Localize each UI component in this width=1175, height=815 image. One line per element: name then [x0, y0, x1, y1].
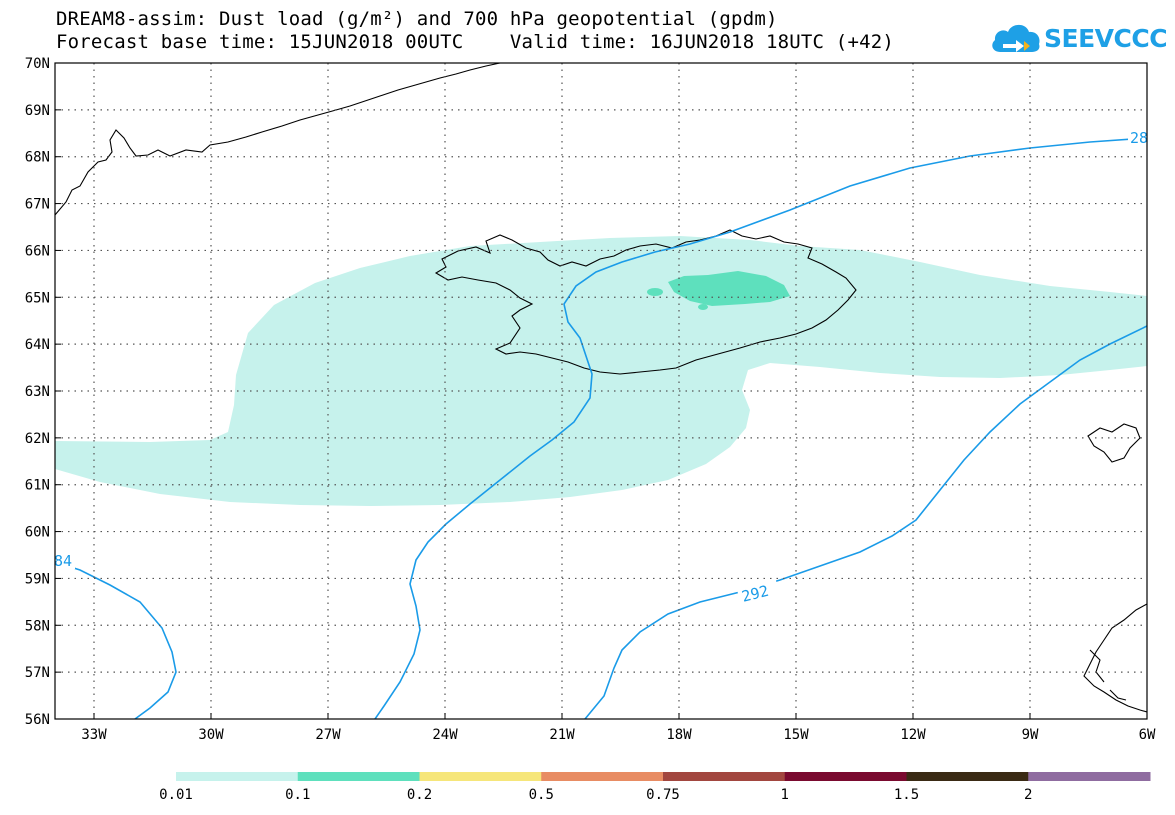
colorbar-swatch — [663, 772, 786, 781]
colorbar-tick-label: 0.01 — [159, 787, 193, 803]
contour-line-292 — [584, 325, 1147, 719]
lat-tick-label: 65N — [25, 290, 50, 306]
lat-tick-label: 60N — [25, 525, 50, 541]
lon-tick-label: 12W — [900, 727, 926, 743]
greenland-coast — [55, 63, 501, 216]
gridlines — [55, 62, 1148, 720]
lat-tick-label: 63N — [25, 384, 50, 400]
lat-tick-label: 68N — [25, 150, 50, 166]
colorbar-tick-label: 0.75 — [646, 787, 680, 803]
colorbar-swatch — [419, 772, 542, 781]
colorbar-tick-label: 0.2 — [407, 787, 432, 803]
colorbar-tick-label: 1.5 — [894, 787, 919, 803]
lat-tick-label: 57N — [25, 665, 50, 681]
lon-tick-label: 24W — [432, 727, 458, 743]
colorbar-tick-label: 0.5 — [529, 787, 554, 803]
colorbar-swatch — [176, 772, 299, 781]
cloud-icon — [992, 24, 1040, 52]
dust-field-mid-spot — [647, 288, 663, 296]
lat-tick-label: 61N — [25, 478, 50, 494]
lon-tick-label: 21W — [549, 727, 575, 743]
lon-tick-label: 30W — [198, 727, 224, 743]
colorbar-tick-label: 0.1 — [285, 787, 310, 803]
dust-field-mid-spot — [698, 304, 708, 310]
lat-tick-label: 64N — [25, 337, 50, 353]
plot-frame — [54, 62, 1148, 720]
colorbar-swatch — [297, 772, 420, 781]
lon-tick-label: 33W — [81, 727, 107, 743]
colorbar-tick-label: 1 — [781, 787, 789, 803]
contour-label-288: 28 — [1130, 129, 1148, 147]
hebrides-coast — [1089, 649, 1127, 701]
contour-line-288 — [374, 137, 1147, 719]
lon-tick-label: 27W — [315, 727, 341, 743]
colorbar-swatch — [1028, 772, 1151, 781]
lat-tick-label: 70N — [25, 56, 50, 72]
lat-tick-label: 66N — [25, 243, 50, 259]
colorbar-swatch — [541, 772, 664, 781]
dust-field-low — [55, 236, 1147, 506]
lat-tick-label: 56N — [25, 712, 50, 728]
lat-tick-label: 58N — [25, 618, 50, 634]
colorbar-tick-label: 2 — [1024, 787, 1032, 803]
faroe-coast — [1087, 423, 1141, 463]
lat-tick-label: 59N — [25, 571, 50, 587]
lat-tick-label: 69N — [25, 103, 50, 119]
contour-line-284 — [55, 561, 177, 719]
contour-label-284: 84 — [54, 552, 72, 570]
colorbar-swatch — [784, 772, 907, 781]
latitude-labels: 70N 69N 68N 67N 66N 65N 64N 63N 62N 61N 60N 59N 58N 5… — [25, 56, 50, 728]
colorbar-swatch — [906, 772, 1029, 781]
lat-tick-label: 67N — [25, 197, 50, 213]
chart-title: DREAM8-assim: Dust load (g/m²) and 700 h… — [56, 8, 778, 30]
geopotential-contours — [55, 137, 1147, 719]
colorbar: 0.01 0.1 0.2 0.5 0.75 1 1.5 2 — [159, 772, 1151, 803]
lat-tick-label: 62N — [25, 431, 50, 447]
chart-subtitle: Forecast base time: 15JUN2018 00UTC Vali… — [56, 31, 895, 53]
longitude-labels: 33W 30W 27W 24W 21W 18W 15W 12W 9W 6W — [81, 727, 1156, 743]
lon-tick-label: 6W — [1139, 727, 1156, 743]
seevccc-logo: SEEVCCC — [990, 16, 1168, 60]
scotland-coast — [1083, 603, 1147, 713]
logo-text: SEEVCCC — [1044, 24, 1168, 53]
lon-tick-label: 15W — [783, 727, 809, 743]
lon-tick-label: 18W — [666, 727, 692, 743]
lon-tick-label: 9W — [1022, 727, 1039, 743]
